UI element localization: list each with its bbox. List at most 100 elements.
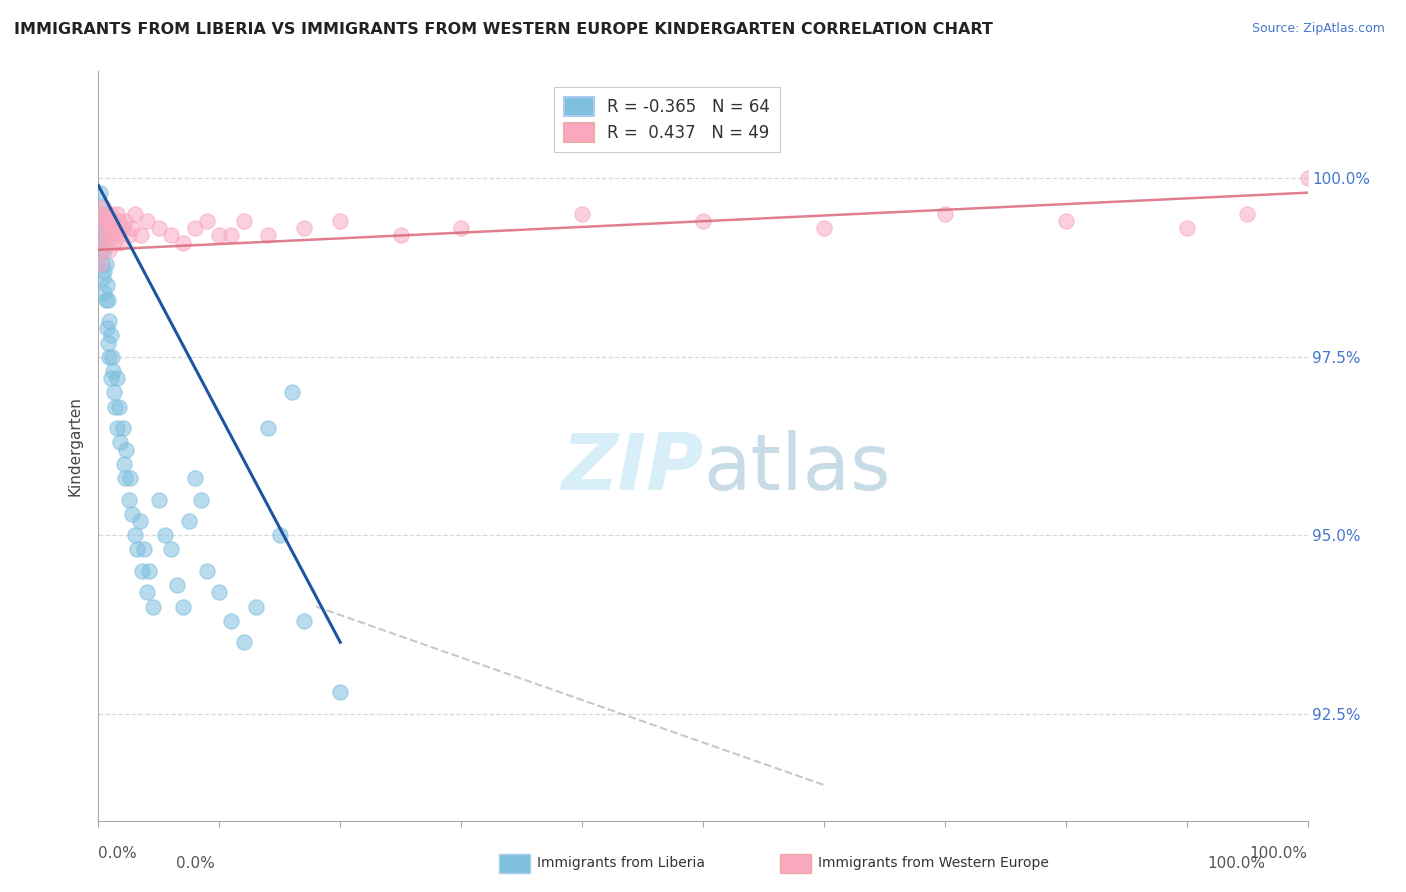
Point [142,599,165,614]
Point [93,264,115,278]
Point [91,257,114,271]
Point [232,214,254,228]
Point [100,221,122,235]
Point [115,442,138,457]
Point [121,221,143,235]
Point [108,400,131,414]
Point [103,385,125,400]
Point [329,214,352,228]
Point [195,214,218,228]
Point [108,435,131,450]
Point [91,221,114,235]
Point [172,235,194,250]
Point [100,350,122,364]
Text: Immigrants from Liberia: Immigrants from Liberia [537,856,704,871]
Point [91,243,114,257]
Point [121,507,143,521]
Point [98,243,121,257]
Point [292,221,315,235]
Point [124,528,146,542]
Point [114,214,136,228]
Point [166,578,188,592]
Point [100,207,122,221]
Point [90,243,112,257]
Point [91,214,114,228]
Text: atlas: atlas [703,431,890,507]
Text: 100.0%: 100.0% [1250,846,1308,861]
Point [97,335,120,350]
Point [89,186,111,200]
Point [135,585,157,599]
Point [107,228,129,243]
Point [93,235,115,250]
Point [90,207,112,221]
Point [129,228,152,243]
Point [93,243,115,257]
Point [127,542,149,557]
Point [98,350,121,364]
Point [124,207,146,221]
Point [138,564,160,578]
FancyBboxPatch shape [499,854,530,873]
Point [329,685,352,699]
Point [450,221,472,235]
Point [172,599,194,614]
Point [179,514,201,528]
Point [104,221,127,235]
Point [195,564,218,578]
Point [89,207,111,221]
Point [111,421,134,435]
Point [96,278,118,293]
Point [292,614,315,628]
Text: Source: ZipAtlas.com: Source: ZipAtlas.com [1251,22,1385,36]
Point [118,471,141,485]
Point [208,228,231,243]
Point [148,492,170,507]
Point [813,221,835,235]
Text: 0.0%: 0.0% [98,846,138,861]
Point [90,235,112,250]
Point [1054,214,1077,228]
Text: IMMIGRANTS FROM LIBERIA VS IMMIGRANTS FROM WESTERN EUROPE KINDERGARTEN CORRELATI: IMMIGRANTS FROM LIBERIA VS IMMIGRANTS FR… [14,22,993,37]
Point [94,257,117,271]
Point [1175,221,1198,235]
Point [1296,171,1319,186]
Point [389,228,412,243]
Point [134,542,156,557]
Point [108,235,131,250]
Point [112,457,135,471]
Point [96,321,118,335]
Point [135,214,157,228]
Point [281,385,304,400]
Point [184,471,207,485]
Point [97,214,120,228]
Point [94,207,117,221]
Legend: R = -0.365   N = 64, R =  0.437   N = 49: R = -0.365 N = 64, R = 0.437 N = 49 [554,87,780,153]
Point [1236,207,1258,221]
Point [100,228,122,243]
Point [100,328,122,343]
Point [160,228,183,243]
Point [208,585,231,599]
Point [131,564,153,578]
Point [160,542,183,557]
Y-axis label: Kindergarten: Kindergarten [67,396,83,496]
Point [96,228,118,243]
Point [90,221,112,235]
Point [97,293,120,307]
Point [934,207,956,221]
Point [232,635,254,649]
Point [93,214,115,228]
Text: 100.0%: 100.0% [1208,856,1265,871]
Point [118,228,141,243]
Point [104,400,127,414]
Point [105,371,128,385]
Point [148,221,170,235]
Point [94,293,117,307]
Point [90,200,112,214]
FancyBboxPatch shape [780,854,811,873]
Point [91,200,114,214]
Point [153,528,176,542]
Point [221,228,243,243]
Point [91,228,114,243]
